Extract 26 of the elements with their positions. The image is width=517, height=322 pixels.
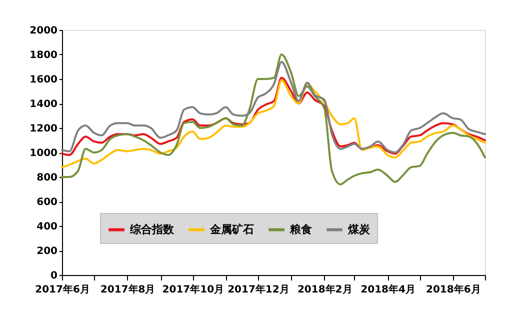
- y-tick-label: 0: [50, 270, 58, 282]
- x-tick-label: 2017年6月: [35, 284, 90, 296]
- line-series: [61, 76, 486, 156]
- line-series: [61, 79, 486, 168]
- y-tick-label: 2000: [30, 26, 58, 36]
- line-series: [61, 60, 486, 154]
- line-series: [61, 54, 486, 186]
- y-tick-label: 800: [36, 172, 58, 184]
- x-tick-label: 2017年12月: [228, 284, 290, 296]
- y-tick-label: 1400: [30, 99, 58, 110]
- y-tick-label: 400: [36, 222, 58, 232]
- y-tick-label: 1600: [30, 74, 58, 86]
- y-tick-label: 200: [36, 246, 58, 257]
- x-tick-label: 2018年6月: [426, 284, 481, 296]
- x-tick-label: 2018年2月: [297, 284, 352, 296]
- x-tick-label: 2017年8月: [100, 284, 156, 296]
- legend-label: 金属矿石: [209, 222, 254, 236]
- legend-label: 粮食: [289, 222, 312, 236]
- y-tick-label: 1000: [30, 148, 58, 159]
- y-tick-label: 600: [36, 197, 58, 208]
- y-tick-label: 1800: [30, 50, 58, 61]
- legend-label: 煤炭: [347, 222, 371, 236]
- x-tick-label: 2017年10月: [162, 284, 224, 296]
- y-tick-label: 1200: [30, 124, 58, 134]
- x-tick-label: 2018年4月: [360, 284, 416, 296]
- legend-label: 综合指数: [129, 222, 175, 236]
